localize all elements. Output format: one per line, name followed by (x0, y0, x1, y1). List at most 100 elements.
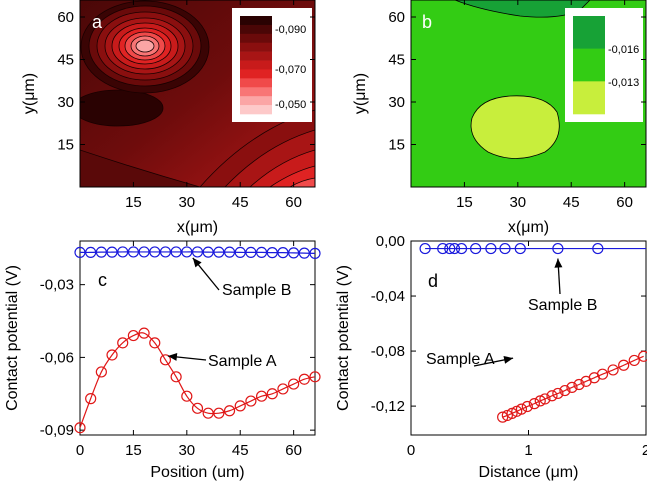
x-tick-label: 0 (76, 442, 84, 459)
data-point (309, 247, 321, 259)
colorbar-swatch (240, 78, 272, 88)
data-point (309, 371, 321, 383)
y-axis-label: y(μm) (21, 73, 38, 114)
data-point (181, 246, 193, 258)
data-point (106, 246, 118, 258)
x-tick-label: 30 (178, 194, 195, 211)
data-point (223, 405, 236, 417)
panel-d-annotations: Sample B Sample A (426, 258, 597, 368)
data-point (213, 246, 225, 258)
data-point (288, 378, 300, 390)
y-tick-label: 45 (388, 52, 405, 69)
y-tick-label: 60 (57, 9, 74, 26)
colorbar-swatch (240, 60, 272, 70)
x-axis-label: Distance (μm) (479, 464, 579, 481)
y-tick-label: 45 (57, 52, 74, 69)
data-point (497, 411, 509, 423)
annotation-arrowhead (192, 257, 202, 268)
annotation-label: Sample A (208, 353, 277, 370)
x-tick-label: 60 (616, 194, 633, 211)
x-tick-label: 60 (285, 442, 302, 459)
data-point (149, 246, 161, 258)
y-axis-label: Contact potential (V) (335, 265, 352, 411)
panel-a-frame (79, 0, 316, 188)
data-point (618, 359, 630, 371)
data-point (202, 246, 214, 258)
annotation-arrowhead (167, 352, 178, 361)
data-point (74, 422, 86, 434)
colorbar-swatch (240, 87, 272, 97)
panel-c-series (74, 246, 321, 434)
colorbar-swatch (240, 33, 272, 44)
colorbar-swatch (240, 105, 272, 115)
y-axis-label: y(μm) (352, 73, 369, 114)
data-point (444, 242, 456, 255)
annotation-arrowhead (554, 258, 563, 268)
panel-c-frame (79, 240, 316, 436)
x-tick-label: 30 (178, 442, 195, 459)
x-tick-label: 60 (285, 194, 302, 211)
annotation-label: Sample B (528, 297, 597, 314)
panel-d: d 0 1 2 0,00 -0,04 -0,08 -0,12 Distance (μm) Con… (335, 233, 647, 481)
data-point (213, 407, 225, 419)
annotation-arrowhead (503, 355, 514, 364)
y-tick-label: -0,06 (40, 349, 74, 366)
data-point (85, 393, 97, 405)
data-point (573, 378, 585, 391)
colorbar-swatch (240, 42, 272, 52)
x-axis-label: Position (um) (150, 464, 244, 481)
data-point (552, 387, 564, 400)
data-point (266, 247, 278, 259)
data-point (552, 242, 564, 255)
panel-a-label: a (92, 12, 103, 32)
contour-band (80, 89, 164, 127)
x-tick-label: 45 (563, 194, 580, 211)
panel-c-axes: 0 15 30 45 60 -0,03 -0,06 -0,09 Position (um) Con… (4, 241, 315, 481)
data-point (499, 242, 511, 255)
panel-d-frame (410, 240, 647, 436)
panel-a-axes: 15 30 45 60 15 30 45 60 x(μm) y(μm) (21, 0, 315, 236)
data-point (245, 246, 257, 258)
x-tick-label: 45 (232, 194, 249, 211)
data-point (607, 364, 619, 376)
data-point (298, 373, 310, 385)
data-point (170, 246, 182, 258)
y-tick-label: 15 (57, 137, 74, 154)
annotation-label: Sample B (222, 282, 291, 299)
data-point (234, 400, 246, 412)
colorbar-tick-label: -0,070 (275, 64, 306, 76)
data-point (448, 242, 461, 255)
data-point (277, 383, 289, 395)
colorbar-swatch (240, 51, 272, 61)
data-point (223, 246, 236, 258)
colorbar-swatch (573, 16, 605, 49)
series-line (79, 251, 316, 254)
contour-band (135, 39, 155, 53)
data-point (514, 242, 526, 255)
data-point (255, 246, 268, 258)
x-tick-label: 30 (509, 194, 526, 211)
data-point (546, 390, 558, 402)
panel-c-label: c (98, 270, 107, 290)
panel-d-series (419, 242, 647, 423)
panel-b-label: b (422, 12, 432, 32)
series-line (502, 355, 644, 418)
colorbar-swatch (240, 24, 272, 35)
panel-b: b -0,016 -0,013 15 30 45 60 15 30 45 60 x(μm) y(μm… (352, 0, 647, 236)
data-point (149, 337, 161, 349)
data-point (559, 384, 571, 397)
x-tick-label: 15 (125, 194, 142, 211)
data-point (234, 246, 246, 258)
colorbar-tick-label: -0,090 (275, 24, 306, 36)
data-point (455, 242, 468, 255)
data-point (127, 246, 140, 258)
data-point (419, 242, 431, 255)
data-point (245, 395, 257, 407)
data-point (534, 395, 546, 407)
x-tick-label: 15 (125, 442, 142, 459)
data-point (202, 407, 214, 419)
data-point (437, 242, 449, 255)
data-point (170, 371, 182, 383)
data-point (277, 247, 289, 259)
